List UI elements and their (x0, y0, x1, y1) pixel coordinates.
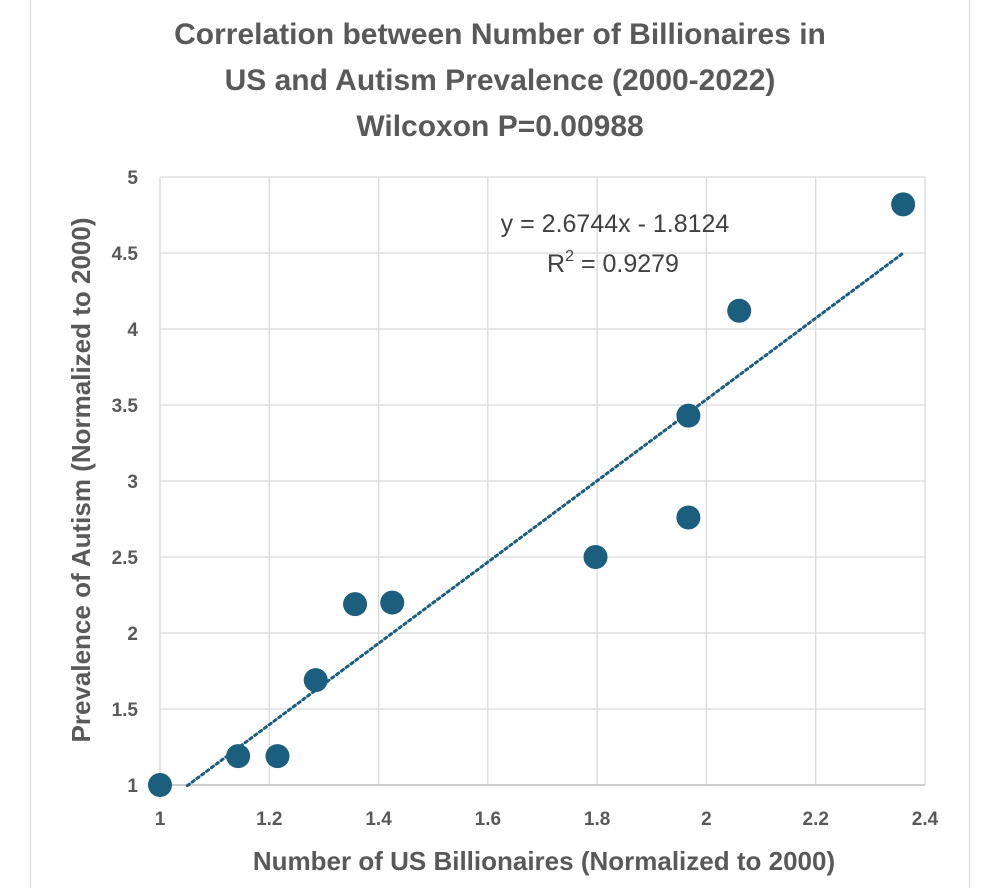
chart-frame (30, 0, 970, 888)
y-axis-label: Prevalence of Autism (Normalized to 2000… (66, 218, 96, 743)
data-point (148, 773, 172, 797)
x-tick-label: 2.4 (912, 809, 939, 830)
chart-title-line-2: US and Autism Prevalence (2000-2022) (224, 64, 776, 97)
y-tick-label: 4 (127, 320, 138, 341)
chart-title-line-1: Correlation between Number of Billionair… (174, 18, 826, 51)
y-tick-label: 2 (127, 624, 138, 645)
data-point (380, 590, 405, 615)
data-point (265, 744, 290, 769)
trendline (185, 251, 905, 788)
x-tick-label: 1.8 (584, 809, 610, 830)
y-tick-label: 1 (127, 776, 138, 797)
x-tick-label: 1.4 (365, 809, 392, 830)
y-tick-label: 4.5 (112, 244, 139, 265)
r2-prefix: R (547, 250, 565, 278)
trendline-equation: y = 2.6744x - 1.8124 (501, 210, 730, 238)
r2-superscript: 2 (565, 248, 574, 265)
data-point (226, 744, 251, 769)
x-tick-label: 2.2 (803, 809, 829, 830)
trendline-group (185, 251, 905, 788)
x-axis-label: Number of US Billionaires (Normalized to… (253, 846, 835, 876)
x-tick-label: 2 (701, 809, 712, 830)
y-tick-label: 3 (127, 472, 138, 493)
r2-value: = 0.9279 (574, 250, 679, 278)
x-tick-label: 1.2 (256, 809, 282, 830)
data-points (148, 192, 916, 797)
data-point (676, 403, 701, 428)
data-point (727, 298, 752, 323)
y-tick-label: 1.5 (112, 700, 139, 721)
x-tick-labels: 1 1.2 1.4 1.6 1.8 2 2.2 2.4 (155, 809, 939, 830)
y-tick-label: 3.5 (112, 396, 139, 417)
data-point (583, 545, 608, 569)
y-tick-labels: 1 1.5 2 2.5 3 3.5 4 4.5 5 (112, 168, 139, 797)
x-tick-label: 1.6 (475, 809, 501, 830)
trendline-r2: R2 = 0.9279 (547, 248, 679, 278)
data-point (676, 505, 701, 530)
grid (159, 176, 926, 786)
chart-subtitle: Wilcoxon P=0.00988 (356, 110, 644, 143)
x-tick-label: 1 (155, 809, 166, 830)
data-point (303, 668, 328, 693)
chart-title: Correlation between Number of Billionair… (0, 12, 1000, 150)
data-point (343, 592, 368, 617)
y-tick-label: 5 (127, 168, 138, 189)
y-tick-label: 2.5 (112, 548, 139, 569)
data-point (891, 192, 916, 217)
